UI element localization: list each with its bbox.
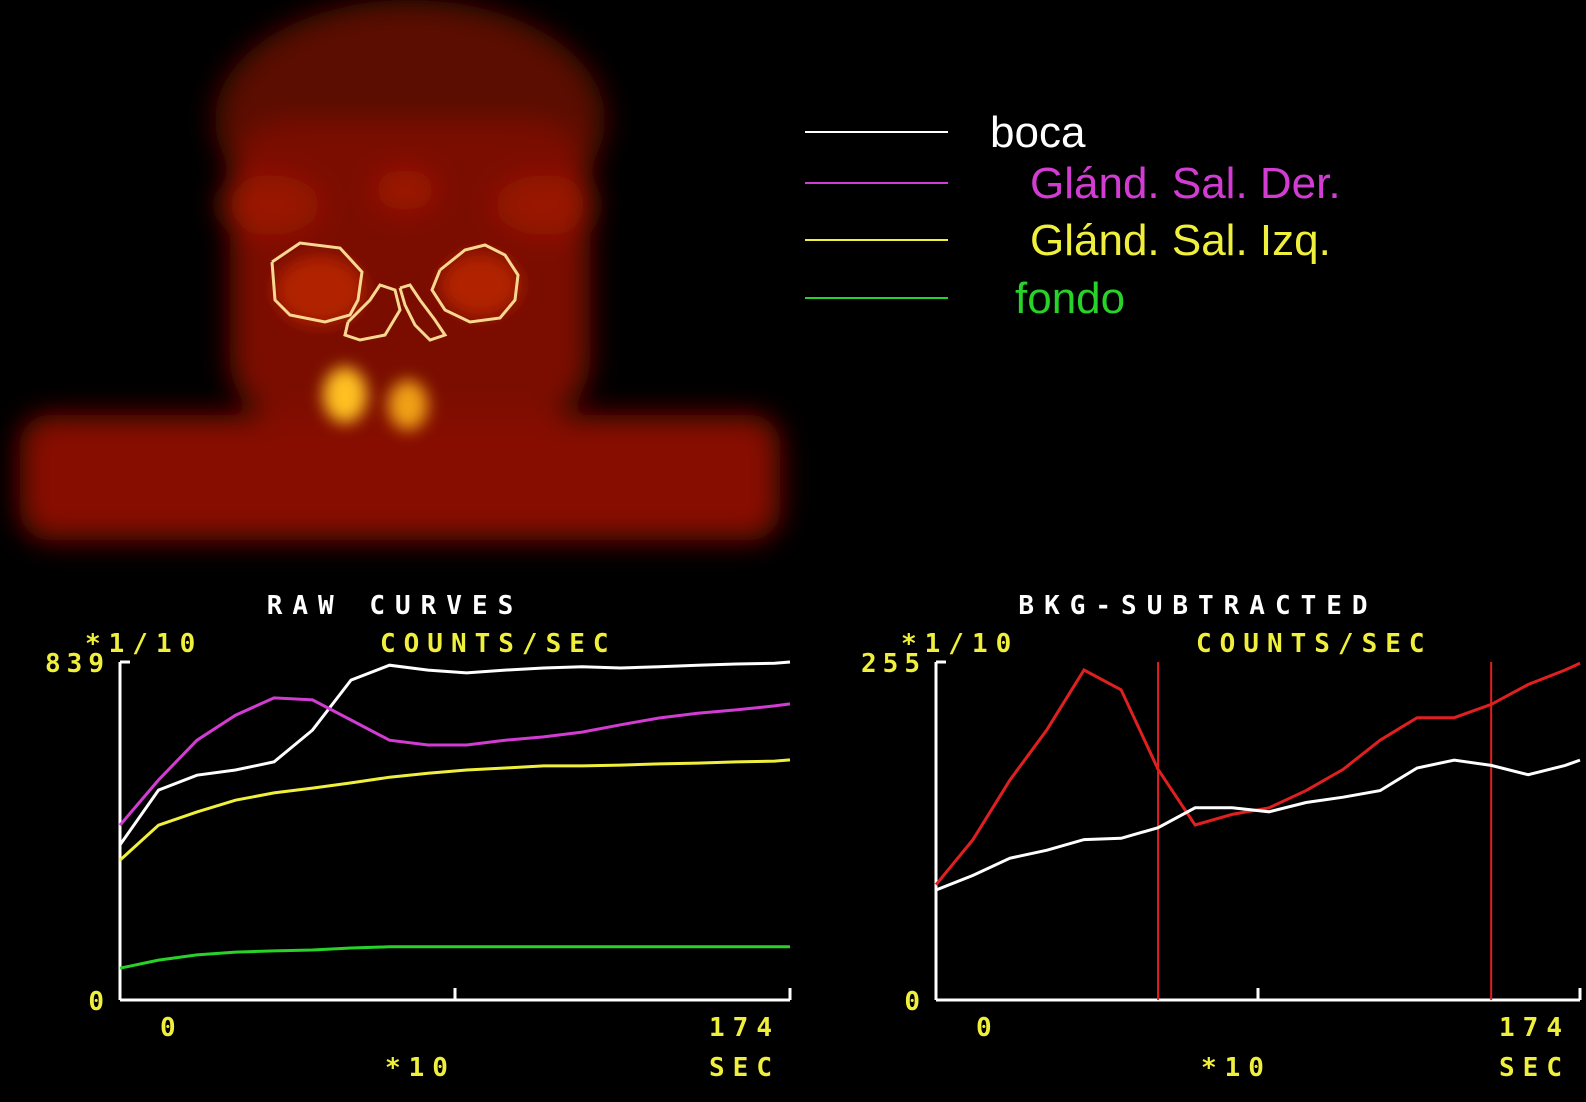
x-tick-label: 0	[976, 1013, 1000, 1043]
legend-label: boca	[990, 108, 1086, 157]
scintigraphy-image	[20, 0, 780, 540]
y-unit: *1/10	[85, 629, 203, 659]
y-axis-label: COUNTS/SEC	[1196, 629, 1433, 659]
series-line	[118, 696, 791, 827]
y-unit: *1/10	[901, 629, 1019, 659]
series-line	[935, 758, 1581, 892]
x-axis-label: SEC	[709, 1053, 780, 1083]
chart: BKG-SUBTRACTED *1/10 COUNTS/SEC *10 SEC 0 255 0…	[861, 591, 1582, 1083]
chart-title: BKG-SUBTRACTED	[1018, 591, 1377, 621]
x-unit: *10	[1201, 1053, 1272, 1083]
series-line	[119, 945, 790, 970]
y-tick-label: 255	[861, 649, 926, 679]
legend-label: Glánd. Sal. Izq.	[1030, 216, 1331, 265]
y-axis-label: COUNTS/SEC	[380, 629, 617, 659]
series-line	[118, 660, 791, 846]
x-axis-label: SEC	[1499, 1053, 1570, 1083]
series-line	[934, 661, 1581, 886]
y-tick-label: 839	[45, 649, 110, 679]
y-tick-label: 0	[904, 987, 926, 1017]
x-tick-label: 174	[709, 1013, 780, 1043]
legend-label: Glánd. Sal. Der.	[1030, 159, 1341, 208]
chart: RAW CURVES *1/10 COUNTS/SEC *10 SEC 0 839 0 174	[45, 591, 792, 1083]
series-line	[118, 758, 791, 862]
x-tick-label: 174	[1499, 1013, 1570, 1043]
y-tick-label: 0	[88, 987, 110, 1017]
chart-title: RAW CURVES	[267, 591, 524, 621]
legend-label: fondo	[1015, 274, 1125, 323]
x-tick-label: 0	[160, 1013, 184, 1043]
x-unit: *10	[385, 1053, 456, 1083]
